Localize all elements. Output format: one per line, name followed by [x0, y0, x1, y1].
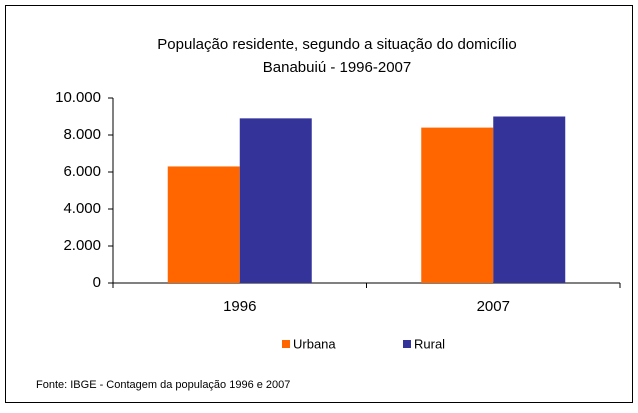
- y-tick-label: 4.000: [63, 200, 101, 217]
- bar: [493, 116, 566, 283]
- source-note: Fonte: IBGE - Contagem da população 1996…: [36, 379, 290, 391]
- y-tick-label: 10.000: [55, 89, 101, 106]
- legend-swatch: [403, 340, 411, 348]
- chart-subtitle: Banabuiú - 1996-2007: [263, 59, 411, 76]
- x-tick-label: 2007: [477, 298, 510, 315]
- legend-label: Rural: [414, 336, 445, 351]
- legend-swatch: [282, 340, 290, 348]
- bar: [239, 118, 312, 283]
- legend-label: Urbana: [293, 336, 336, 351]
- y-tick-label: 2.000: [63, 237, 101, 254]
- y-tick-label: 0: [93, 274, 101, 291]
- bar: [167, 166, 240, 283]
- x-tick-label: 1996: [223, 298, 256, 315]
- y-tick-label: 6.000: [63, 163, 101, 180]
- chart-title: População residente, segundo a situação …: [157, 36, 516, 53]
- bar: [421, 127, 494, 283]
- y-tick-label: 8.000: [63, 126, 101, 143]
